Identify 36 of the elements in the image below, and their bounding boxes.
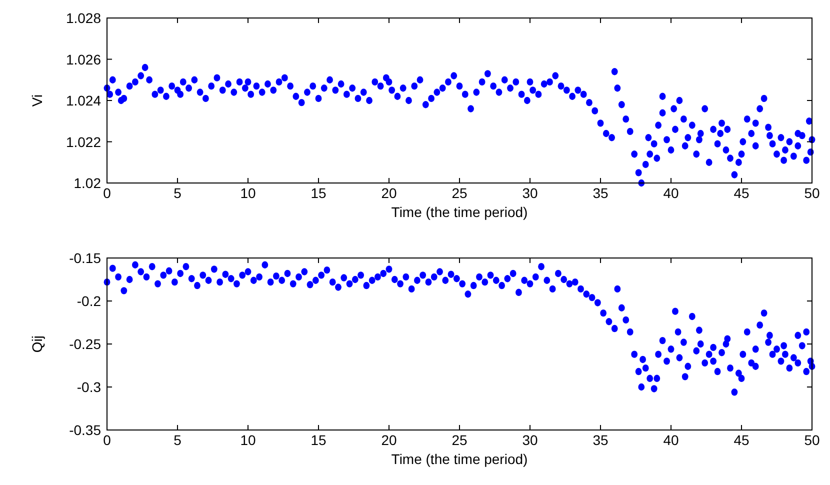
x-tick-label: 30	[522, 432, 538, 448]
x-tick-label: 35	[592, 432, 608, 448]
x-axis-title: Time (the time period)	[391, 204, 528, 220]
y-tick-label: -0.25	[69, 336, 102, 352]
y-tick-label: -0.2	[76, 293, 102, 309]
x-tick-label: 20	[381, 432, 397, 448]
x-tick-label: 50	[804, 185, 820, 201]
y-tick-label: -0.15	[69, 250, 102, 266]
y-tick-label: 1.024	[66, 92, 102, 108]
x-tick-label: 15	[310, 432, 326, 448]
y-tick-label: 1.026	[66, 51, 102, 68]
x-tick-label: 5	[174, 185, 182, 201]
y-tick-label: 1.022	[66, 134, 102, 150]
x-tick-label: 45	[734, 432, 750, 448]
y-tick-label: -0.3	[76, 379, 102, 395]
x-tick-label: 25	[452, 432, 468, 448]
x-axis-title: Time (the time period)	[391, 451, 528, 467]
x-tick-label: 45	[734, 185, 750, 201]
x-tick-label: 20	[381, 185, 397, 201]
y-tick-label: 1.02	[74, 175, 102, 191]
y-axis-title: Vi	[29, 94, 45, 107]
x-tick-label: 10	[240, 185, 256, 201]
y-tick-label: 1.028	[66, 10, 102, 26]
x-tick-label: 0	[103, 185, 112, 201]
x-tick-label: 0	[103, 432, 112, 448]
x-tick-label: 10	[240, 432, 256, 448]
x-tick-label: 30	[522, 185, 538, 201]
x-tick-label: 25	[452, 185, 468, 201]
x-tick-label: 35	[592, 185, 608, 201]
x-tick-label: 15	[310, 185, 326, 201]
x-tick-label: 5	[174, 432, 182, 448]
y-axis-title: Qij	[29, 335, 45, 353]
x-tick-label: 40	[663, 432, 679, 448]
x-tick-label: 50	[804, 432, 820, 448]
y-tick-label: -0.35	[69, 422, 102, 438]
x-tick-label: 40	[663, 185, 679, 201]
